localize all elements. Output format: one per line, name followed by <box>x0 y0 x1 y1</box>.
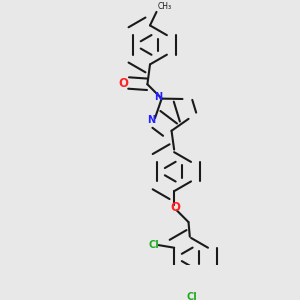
Text: N: N <box>147 115 155 124</box>
Text: O: O <box>170 201 180 214</box>
Text: O: O <box>118 76 128 89</box>
Text: CH₃: CH₃ <box>158 2 172 11</box>
Text: Cl: Cl <box>148 240 159 250</box>
Text: Cl: Cl <box>186 292 197 300</box>
Text: N: N <box>154 92 163 101</box>
